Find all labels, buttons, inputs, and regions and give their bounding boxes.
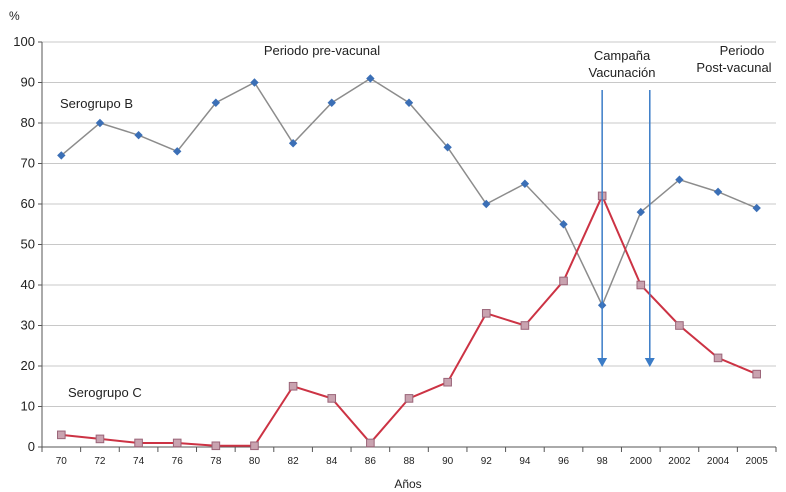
y-tick-label: 40: [21, 277, 35, 292]
series-label-serogroup-c: Serogrupo C: [68, 385, 142, 400]
campaign-arrow-head: [644, 358, 655, 367]
data-point-c: [559, 276, 568, 286]
annotation-pre-vaccine-period: Periodo pre-vacunal: [264, 43, 380, 58]
x-tick-label: 72: [94, 456, 106, 467]
annotation-period: Periodo: [720, 43, 765, 58]
data-point-b: [404, 98, 414, 107]
x-tick-label: 84: [326, 456, 338, 467]
data-point-c: [366, 438, 375, 448]
data-point-b: [57, 151, 66, 160]
data-point-b: [675, 175, 684, 184]
y-tick-label: 70: [21, 156, 35, 171]
x-tick-label: 74: [133, 456, 145, 467]
y-tick-label: 90: [21, 75, 35, 90]
data-point-b: [134, 130, 143, 140]
data-point-b: [366, 74, 375, 83]
x-tick-labels: 70 72 74 76 78 80 82 84 86 88 90 92 94 96 98 2000 2002 20…: [56, 456, 768, 467]
y-tick-label: 10: [21, 399, 35, 414]
x-tick-label: 86: [365, 456, 377, 467]
x-tick-label: 2000: [630, 456, 653, 467]
series-line-serogroup-b: [60, 77, 757, 308]
y-tick-label: 80: [21, 115, 35, 130]
data-point-c: [675, 321, 684, 330]
annotation-post-vaccine: Post-vacunal: [696, 60, 771, 75]
data-point-c: [57, 430, 66, 440]
x-tick-label: 76: [172, 456, 184, 467]
data-point-b: [559, 220, 568, 229]
data-point-c: [752, 369, 761, 379]
data-point-b: [520, 179, 530, 188]
y-tick-label: 20: [21, 358, 35, 373]
data-point-b: [482, 199, 491, 209]
x-tick-label: 70: [56, 456, 68, 467]
x-tick-label: 2005: [746, 456, 769, 467]
y-tick-label: 0: [28, 439, 35, 454]
x-axis-label: Años: [394, 477, 421, 491]
x-tick-label: 2004: [707, 456, 730, 467]
data-point-c: [520, 321, 530, 330]
x-tick-label: 78: [210, 456, 222, 467]
data-point-c: [443, 377, 452, 387]
x-tick-label: 82: [288, 456, 300, 467]
x-tick-label: 98: [597, 456, 609, 467]
y-tick-label: 50: [21, 237, 35, 252]
data-point-c: [134, 438, 143, 448]
x-tick-label: 92: [481, 456, 493, 467]
y-axis-label: %: [9, 9, 20, 23]
data-point-c: [327, 394, 337, 403]
data-point-c: [211, 441, 221, 451]
data-point-c: [404, 394, 414, 403]
series-label-serogroup-b: Serogrupo B: [60, 96, 133, 111]
y-tick-label: 30: [21, 318, 35, 333]
data-point-b: [713, 187, 723, 197]
data-point-b: [173, 147, 182, 156]
data-point-b: [250, 78, 259, 87]
series-line-serogroup-c: [61, 193, 758, 447]
data-point-b: [636, 207, 645, 217]
data-point-c: [95, 434, 105, 444]
x-tick-label: 88: [403, 456, 415, 467]
campaign-arrows: [597, 90, 655, 367]
annotation-campaign: Campaña: [594, 48, 651, 63]
data-point-c: [481, 309, 491, 318]
data-point-b: [95, 118, 105, 128]
data-point-b: [443, 143, 452, 152]
axes: [38, 41, 777, 452]
series-layer: [57, 74, 761, 451]
data-point-b: [327, 98, 336, 107]
data-point-c: [713, 353, 723, 363]
y-tick-label: 60: [21, 196, 35, 211]
x-tick-label: 90: [442, 456, 454, 467]
annotation-vaccination: Vacunación: [589, 65, 656, 80]
y-tick-labels: 0 10 20 30 40 50 60 70 80 90 100: [13, 34, 35, 454]
data-point-b: [211, 98, 221, 107]
x-tick-label: 2002: [668, 456, 691, 467]
data-point-c: [172, 438, 182, 448]
campaign-arrow-head: [597, 358, 608, 367]
gridlines: [42, 41, 776, 407]
x-tick-label: 96: [558, 456, 570, 467]
y-tick-label: 100: [13, 34, 35, 49]
data-point-b: [752, 203, 761, 213]
data-point-b: [288, 139, 298, 148]
x-tick-label: 94: [519, 456, 531, 467]
x-tick-label: 80: [249, 456, 261, 467]
data-point-c: [250, 441, 259, 451]
data-point-c: [288, 381, 298, 391]
data-point-c: [636, 280, 646, 290]
